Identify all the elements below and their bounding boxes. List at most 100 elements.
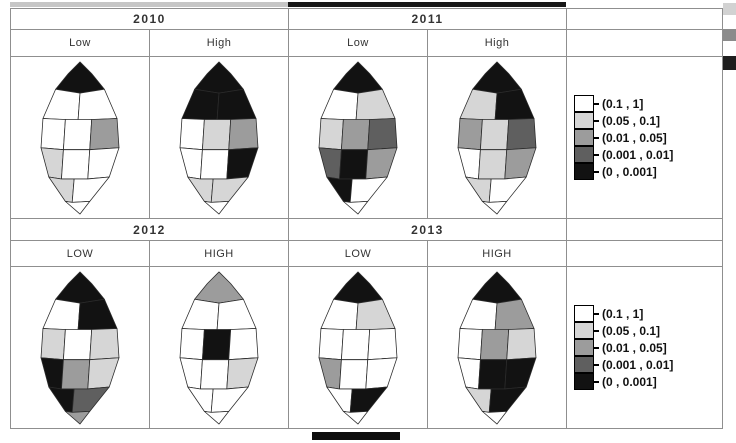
district-6: [40, 356, 64, 389]
district-4: [341, 118, 371, 150]
district-10: [488, 386, 527, 413]
district-2: [77, 298, 118, 331]
edge-swatch-mid: [723, 29, 736, 41]
district-4: [63, 118, 93, 150]
legend-swatch: [574, 322, 594, 339]
district-7: [478, 358, 508, 389]
legend-swatch: [574, 339, 594, 356]
district-0: [55, 271, 105, 304]
district-3: [457, 327, 483, 360]
facet-subheader-2012-low: LOW: [11, 241, 150, 267]
district-7: [61, 148, 91, 179]
district-4: [202, 118, 232, 150]
facet-subheader-2010-low: Low: [11, 30, 150, 57]
legend-label: (0.001 , 0.01]: [602, 147, 674, 162]
district-0: [472, 271, 522, 304]
facet-year-header-2010: 2010: [11, 9, 289, 30]
facet-year-header-2013: 2013: [289, 219, 567, 241]
district-1: [459, 298, 498, 331]
district-7: [61, 358, 91, 389]
edge-swatch-light: [723, 3, 736, 15]
map-cell-2010-low: [11, 57, 150, 219]
edge-swatches: [723, 3, 736, 70]
map-cell-2011-high: [428, 57, 567, 219]
legend-entry: (0 , 0.001]: [574, 373, 657, 390]
district-2: [494, 298, 535, 331]
district-2: [494, 88, 535, 121]
facet-subheader-2012-high: HIGH: [150, 241, 289, 267]
facet-year-header-2012: 2012: [11, 219, 289, 241]
legend-tick: [594, 312, 599, 315]
district-4: [480, 118, 510, 150]
legend-label: (0.05 , 0.1]: [602, 113, 661, 128]
district-0: [194, 271, 244, 304]
top-accent-bar: [10, 2, 566, 7]
district-6: [179, 356, 203, 389]
district-5: [367, 117, 398, 150]
legend-swatch: [574, 129, 594, 146]
legend-entry: (0.1 , 1]: [574, 305, 643, 322]
facet-subheader-2013-low: LOW: [289, 241, 428, 267]
district-11: [481, 410, 508, 424]
district-9: [48, 386, 75, 413]
district-5: [228, 327, 259, 360]
district-10: [71, 176, 110, 203]
facet-subheader-2013-high: HIGH: [428, 241, 567, 267]
legend-spacer-cell: [567, 9, 723, 30]
facet-table: 2010 2011 Low High Low High (0.1 , 1]: [10, 8, 723, 429]
district-6: [457, 146, 481, 179]
district-11: [342, 410, 369, 424]
district-8: [504, 146, 537, 179]
district-1: [42, 298, 81, 331]
district-2: [77, 88, 118, 121]
district-7: [339, 148, 369, 179]
district-0: [194, 61, 244, 94]
legend-tick: [594, 102, 599, 105]
legend-tick: [594, 380, 599, 383]
choropleth-map-2011-high: [457, 61, 537, 214]
legend-swatch: [574, 356, 594, 373]
facet-subheader-2011-low: Low: [289, 30, 428, 57]
map-cell-2013-high: [428, 267, 567, 429]
legend-tick: [594, 170, 599, 173]
legend-label: (0.01 , 0.05]: [602, 130, 667, 145]
district-0: [333, 271, 383, 304]
legend-label: (0.01 , 0.05]: [602, 340, 667, 355]
district-5: [89, 327, 120, 360]
district-2: [355, 88, 396, 121]
district-9: [465, 386, 492, 413]
legend-entry: (0.1 , 1]: [574, 95, 643, 112]
district-11: [203, 200, 230, 214]
legend-entry: (0.01 , 0.05]: [574, 339, 667, 356]
facet-year-header-2011: 2011: [289, 9, 567, 30]
district-7: [339, 358, 369, 389]
district-8: [87, 356, 120, 389]
legend-spacer-cell: [567, 30, 723, 57]
map-cell-2012-low: [11, 267, 150, 429]
district-6: [318, 356, 342, 389]
map-cell-2013-low: [289, 267, 428, 429]
district-9: [326, 386, 353, 413]
legend-entry: (0.001 , 0.01]: [574, 356, 673, 373]
legend-tick: [594, 329, 599, 332]
district-10: [349, 386, 388, 413]
district-3: [179, 327, 205, 360]
district-0: [55, 61, 105, 94]
map-cell-2010-high: [150, 57, 289, 219]
district-2: [216, 88, 257, 121]
district-7: [200, 358, 230, 389]
district-3: [179, 117, 205, 150]
legend-swatch: [574, 373, 594, 390]
legend-entry: (0.05 , 0.1]: [574, 112, 660, 129]
map-cell-2011-low: [289, 57, 428, 219]
district-1: [320, 88, 359, 121]
district-1: [181, 88, 220, 121]
legend-entry: (0.01 , 0.05]: [574, 129, 667, 146]
district-7: [200, 148, 230, 179]
legend-entry: (0 , 0.001]: [574, 163, 657, 180]
district-9: [326, 176, 353, 203]
choropleth-map-2010-low: [40, 61, 120, 214]
district-3: [318, 327, 344, 360]
district-11: [203, 410, 230, 424]
